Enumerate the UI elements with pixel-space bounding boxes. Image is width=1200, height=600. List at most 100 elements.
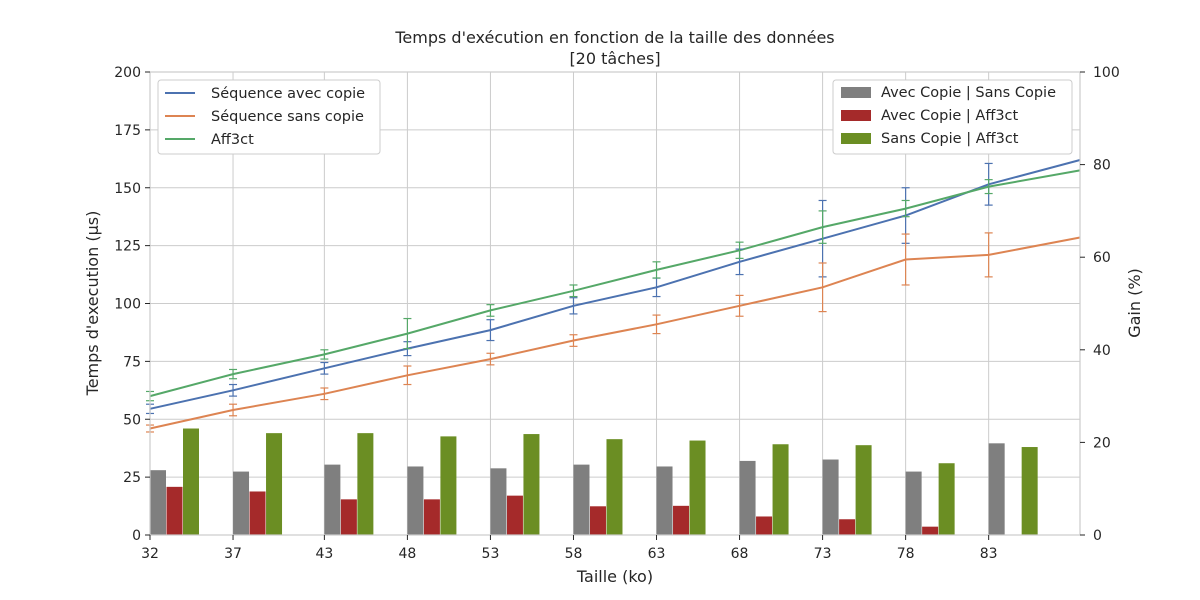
legend-label: Avec Copie | Sans Copie <box>881 85 1056 101</box>
error-bar <box>901 199 910 218</box>
chart-title: Temps d'exécution en fonction de la tail… <box>394 28 834 47</box>
bar <box>150 470 166 535</box>
error-bar <box>735 294 744 317</box>
bar <box>589 506 606 535</box>
bar <box>324 464 341 535</box>
y-tick-label: 100 <box>114 297 141 313</box>
y2-tick-label: 80 <box>1093 158 1111 174</box>
bar <box>689 440 706 535</box>
series-line <box>149 169 1081 398</box>
error-bar <box>984 232 993 278</box>
bar <box>506 495 523 535</box>
error-bar <box>229 383 238 397</box>
bar <box>523 434 540 535</box>
bar <box>440 436 457 535</box>
y-tick-label: 25 <box>123 470 141 486</box>
x-tick-label: 68 <box>731 546 749 562</box>
error-bar <box>486 304 495 317</box>
bar <box>739 460 756 535</box>
x-tick-label: 63 <box>648 546 666 562</box>
error-bar <box>403 317 412 350</box>
y-tick-label: 125 <box>114 239 141 255</box>
error-bar <box>486 352 495 366</box>
bar <box>166 486 183 535</box>
bar <box>938 463 955 535</box>
bar <box>988 443 1005 535</box>
error-bar <box>229 368 238 380</box>
x-tick-label: 83 <box>980 546 998 562</box>
bar <box>673 505 690 535</box>
legend-label: Aff3ct <box>211 132 254 148</box>
legend-swatch <box>841 133 871 144</box>
bar <box>656 466 673 535</box>
y-axis-label: Temps d'execution (µs) <box>83 211 102 397</box>
bar <box>772 444 789 535</box>
y2-tick-label: 20 <box>1093 435 1111 451</box>
legend-box <box>157 79 381 155</box>
y2-tick-label: 60 <box>1093 250 1111 266</box>
bar <box>606 439 623 535</box>
series-line <box>149 236 1081 430</box>
error-bar <box>901 233 910 286</box>
bars <box>150 428 1038 535</box>
legend-lines: Séquence avec copie Séquence sans copie Af… <box>157 79 381 155</box>
x-tick-label: 32 <box>141 546 159 562</box>
y2-axis-label: Gain (%) <box>1125 268 1144 338</box>
error-bar <box>652 261 661 279</box>
error-bar <box>229 403 238 417</box>
bar <box>905 471 922 535</box>
x-tick-label: 48 <box>398 546 416 562</box>
legend-label: Séquence avec copie <box>211 86 365 102</box>
error-bar <box>735 241 744 259</box>
y-tick-label: 150 <box>114 181 141 197</box>
bar <box>855 445 872 535</box>
legend-swatch <box>841 110 871 121</box>
bar <box>573 464 590 535</box>
chart-subtitle: [20 tâches] <box>569 49 660 68</box>
legend-label: Séquence sans copie <box>211 109 364 125</box>
x-tick-label: 43 <box>315 546 333 562</box>
legend-bars: Avec Copie | Sans Copie Avec Copie | Aff3… <box>832 79 1073 155</box>
bar <box>357 433 374 535</box>
error-bar <box>320 361 329 375</box>
error-bar <box>569 334 578 347</box>
y-tick-label: 0 <box>132 528 141 544</box>
bar <box>756 516 773 535</box>
y-tick-label: 50 <box>123 412 141 428</box>
x-tick-label: 78 <box>897 546 915 562</box>
error-bar <box>320 349 329 360</box>
bar <box>490 468 507 535</box>
lines <box>149 159 1081 430</box>
ticks: 0 25 50 75 100 125 150 175 200 0 20 40 60 80 100 32 37 43… <box>114 65 1119 562</box>
error-bar <box>652 314 661 335</box>
bar <box>1021 447 1038 535</box>
bar <box>423 499 440 535</box>
error-bar <box>320 387 329 401</box>
x-tick-label: 37 <box>224 546 242 562</box>
error-bar <box>486 319 495 342</box>
y2-tick-label: 40 <box>1093 343 1111 359</box>
y-tick-label: 200 <box>114 65 141 81</box>
bar <box>822 459 839 535</box>
bar <box>839 519 856 535</box>
y-tick-label: 175 <box>114 123 141 139</box>
bar <box>183 428 199 535</box>
y2-tick-label: 100 <box>1093 65 1120 81</box>
x-axis-label: Taille (ko) <box>576 567 653 586</box>
bar <box>922 526 939 535</box>
y-tick-label: 75 <box>123 354 141 370</box>
bar <box>407 466 424 535</box>
error-bar <box>818 262 827 313</box>
error-bar <box>569 284 578 298</box>
series-line <box>149 159 1081 410</box>
bar <box>266 433 283 535</box>
x-tick-label: 53 <box>482 546 500 562</box>
bar <box>233 471 250 535</box>
error-bar <box>569 297 578 315</box>
x-tick-label: 58 <box>565 546 583 562</box>
legend-label: Avec Copie | Aff3ct <box>881 108 1019 124</box>
error-bar <box>403 365 412 386</box>
error-bar <box>818 210 827 244</box>
bar <box>340 499 357 535</box>
